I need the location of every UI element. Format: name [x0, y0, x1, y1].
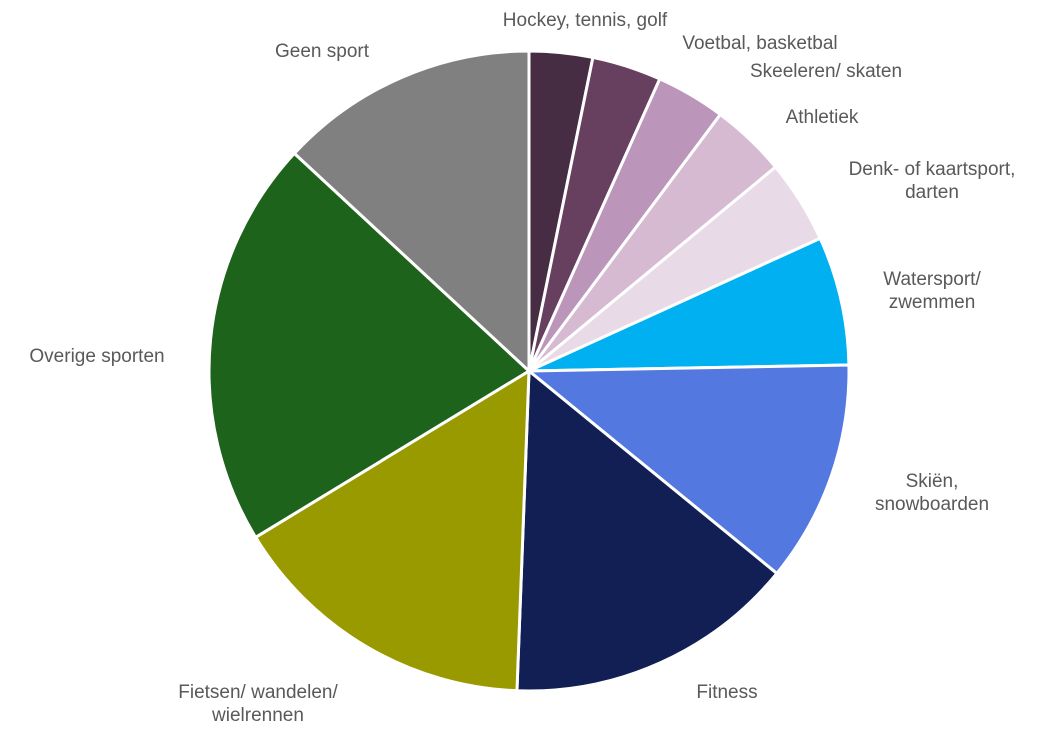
pie-slice-watersport-zwemmen [527, 236, 851, 373]
pie-labels: Hockey, tennis, golf Voetbal, basketbal Sk… [29, 10, 1015, 726]
pie-label-geen-sport: Geen sport [275, 41, 370, 62]
pie-slices [207, 49, 851, 693]
pie-slice-fietsen-wandelen-wielrennen [254, 369, 531, 693]
pie-label-fitness: Fitness [696, 682, 757, 703]
pie-label-skeeleren-skaten: Skeeleren/ skaten [750, 61, 902, 82]
pie-label-denk-of-kaartsport-darten: Denk- of kaartsport, darten [849, 159, 1016, 203]
pie-label-athletiek: Athletiek [786, 107, 859, 128]
pie-label-hockey-tennis-golf: Hockey, tennis, golf [503, 10, 668, 31]
pie-slice-skien-snowboarden [527, 363, 851, 575]
pie-label-watersport-zwemmen: Watersport/zwemmen [883, 269, 981, 313]
pie-slice-fitness [515, 369, 779, 693]
pie-label-overige-sporten: Overige sporten [29, 346, 164, 367]
pie-label-skien-snowboarden: Skiën, snowboarden [875, 471, 989, 515]
pie-label-voetbal-basketbal: Voetbal, basketbal [682, 33, 837, 54]
pie-slice-geen-sport [292, 49, 531, 373]
pie-label-fietsen-wandelen-wielrennen: Fietsen/ wandelen/wielrennen [178, 682, 338, 726]
pie-slice-overige-sporten [207, 151, 531, 539]
